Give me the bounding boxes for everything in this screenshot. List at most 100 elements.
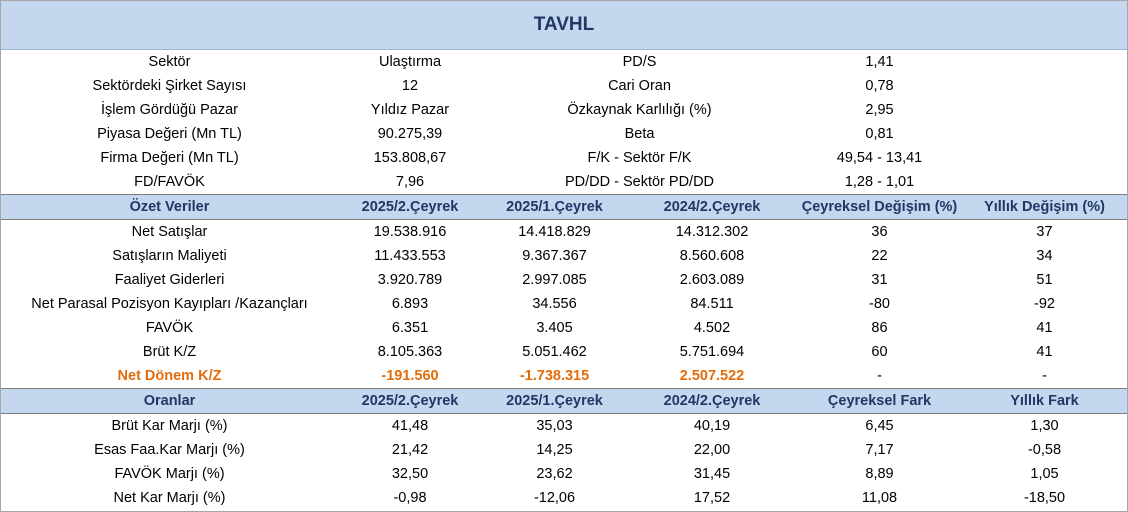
summary-header-cell: Özet Veriler	[1, 194, 338, 220]
ratios-header-cell: 2025/1.Çeyrek	[482, 388, 627, 414]
info-value: 7,96	[395, 174, 425, 190]
table-row: Net Parasal Pozisyon Kayıpları /Kazançla…	[1, 292, 1127, 316]
table-cell: 5.751.694	[679, 344, 745, 360]
table-cell: 2.507.522	[679, 368, 745, 384]
table-row: Brüt Kar Marjı (%) 41,48 35,03 40,19 6,4…	[1, 414, 1127, 439]
table-cell: 1,05	[1030, 466, 1059, 482]
table-cell: -	[877, 368, 882, 384]
info-value: 153.808,67	[373, 150, 447, 166]
info-label-2: Cari Oran	[608, 78, 671, 94]
table-cell: 5.051.462	[522, 344, 587, 360]
info-row: FD/FAVÖK 7,96 PD/DD - Sektör PD/DD 1,28 …	[1, 170, 1127, 195]
info-label: İşlem Gördüğü Pazar	[100, 102, 238, 118]
table-cell: 51	[1036, 272, 1053, 288]
table-row: Brüt K/Z 8.105.363 5.051.462 5.751.694 6…	[1, 340, 1127, 364]
ratios-header-cell: Oranlar	[1, 388, 338, 414]
table-cell: -0,58	[1027, 442, 1062, 458]
table-cell: -18,50	[1023, 490, 1066, 506]
info-row: Piyasa Değeri (Mn TL) 90.275,39 Beta 0,8…	[1, 122, 1127, 146]
table-cell: 21,42	[391, 442, 429, 458]
table-cell: 41,48	[391, 418, 429, 434]
table-cell: 4.502	[693, 320, 731, 336]
summary-header-cell: Yıllık Değişim (%)	[962, 194, 1127, 220]
table-cell: 32,50	[391, 466, 429, 482]
table-cell: 41	[1036, 344, 1053, 360]
row-label: Net Kar Marjı (%)	[113, 490, 226, 506]
row-label: Net Parasal Pozisyon Kayıpları /Kazançla…	[31, 296, 308, 312]
summary-header-cell: Çeyreksel Değişim (%)	[797, 194, 962, 220]
info-label: FD/FAVÖK	[134, 174, 205, 190]
table-cell: -1.738.315	[519, 368, 590, 384]
row-label: Net Dönem K/Z	[117, 368, 222, 384]
row-label: Brüt Kar Marjı (%)	[111, 418, 228, 434]
table-cell: 36	[871, 224, 888, 240]
info-value-2: 0,81	[865, 126, 894, 142]
info-value-2: 1,28 - 1,01	[844, 174, 915, 190]
info-label-2: PD/S	[622, 54, 657, 70]
info-label-2: Özkaynak Karlılığı (%)	[567, 102, 712, 118]
summary-header-cell: 2024/2.Çeyrek	[627, 194, 797, 220]
info-value-2: 0,78	[865, 78, 894, 94]
table-row: Satışların Maliyeti 11.433.553 9.367.367…	[1, 244, 1127, 268]
table-cell: -80	[869, 296, 890, 312]
table-row: Net Satışlar 19.538.916 14.418.829 14.31…	[1, 220, 1127, 245]
table-cell: 35,03	[536, 418, 573, 434]
table-cell: 7,17	[865, 442, 894, 458]
table-cell: 11.433.553	[374, 248, 446, 264]
table-cell: 8,89	[865, 466, 894, 482]
ratios-header-cell: Çeyreksel Fark	[797, 388, 962, 414]
ratios-header-row: Oranlar 2025/2.Çeyrek 2025/1.Çeyrek 2024…	[1, 388, 1127, 414]
table-cell: 31,45	[693, 466, 731, 482]
table-cell: 6.893	[391, 296, 429, 312]
table-cell: 34	[1036, 248, 1053, 264]
info-row: İşlem Gördüğü Pazar Yıldız Pazar Özkayna…	[1, 98, 1127, 122]
table-row: Net Kar Marjı (%) -0,98 -12,06 17,52 11,…	[1, 486, 1127, 510]
table-cell: 3.405	[536, 320, 573, 336]
table-cell: 14,25	[536, 442, 573, 458]
table-cell: -	[1042, 368, 1047, 384]
info-label: Firma Değeri (Mn TL)	[100, 150, 239, 166]
table-cell: 40,19	[693, 418, 731, 434]
table-cell: -0,98	[393, 490, 427, 506]
table-row: Faaliyet Giderleri 3.920.789 2.997.085 2…	[1, 268, 1127, 292]
table-row: Esas Faa.Kar Marjı (%) 21,42 14,25 22,00…	[1, 438, 1127, 462]
info-label: Sektördeki Şirket Sayısı	[92, 78, 247, 94]
info-label: Sektör	[148, 54, 191, 70]
table-cell: 2.997.085	[522, 272, 587, 288]
row-label: Satışların Maliyeti	[112, 248, 227, 264]
table-cell: 6,45	[865, 418, 894, 434]
table-cell: -92	[1034, 296, 1055, 312]
table-cell: 11,08	[861, 490, 898, 506]
row-label: FAVÖK	[145, 320, 194, 336]
table-cell: 2.603.089	[679, 272, 745, 288]
info-label-2: Beta	[624, 126, 655, 142]
row-label: Esas Faa.Kar Marjı (%)	[94, 442, 245, 458]
info-label-2: F/K - Sektör F/K	[587, 150, 692, 166]
info-value-2: 1,41	[865, 54, 894, 70]
table-cell: 3.920.789	[377, 272, 443, 288]
row-label: Faaliyet Giderleri	[114, 272, 225, 288]
table-cell: 19.538.916	[373, 224, 447, 240]
row-label: Net Satışlar	[131, 224, 208, 240]
summary-header-cell: 2025/1.Çeyrek	[482, 194, 627, 220]
info-label: Piyasa Değeri (Mn TL)	[97, 126, 242, 142]
table-cell: 31	[871, 272, 888, 288]
ticker-title: TAVHL	[1, 1, 1127, 50]
table-cell: 22	[871, 248, 888, 264]
table-cell: 41	[1036, 320, 1053, 336]
ratios-header-cell: 2024/2.Çeyrek	[627, 388, 797, 414]
table-cell: 8.560.608	[679, 248, 745, 264]
table-cell: 23,62	[536, 466, 573, 482]
table-cell: 86	[871, 320, 888, 336]
info-value: Yıldız Pazar	[370, 102, 450, 118]
table-cell: 17,52	[693, 490, 731, 506]
info-value-2: 49,54 - 13,41	[836, 150, 923, 166]
table-cell: 9.367.367	[522, 248, 587, 264]
table-cell: 6.351	[391, 320, 429, 336]
table-cell: 1,30	[1030, 418, 1059, 434]
info-row: Sektör Ulaştırma PD/S 1,41	[1, 50, 1127, 74]
summary-header-cell: 2025/2.Çeyrek	[338, 194, 482, 220]
table-cell: 34.556	[532, 296, 577, 312]
table-cell: -191.560	[381, 368, 439, 384]
summary-header-row: Özet Veriler 2025/2.Çeyrek 2025/1.Çeyrek…	[1, 194, 1127, 220]
